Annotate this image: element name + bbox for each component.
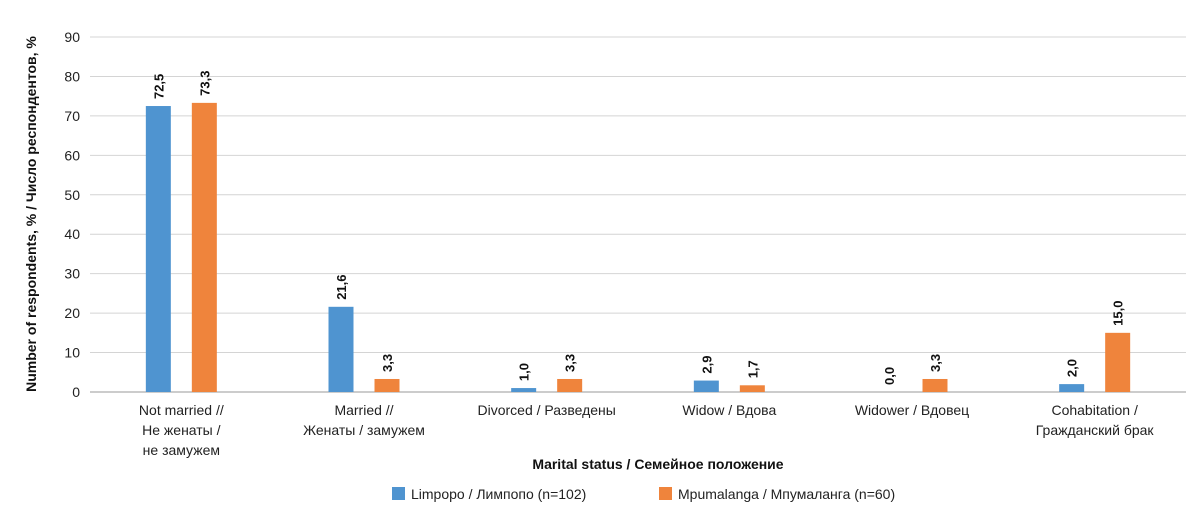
legend-swatch (659, 487, 672, 500)
y-axis-title: Number of respondents, % / Число респонд… (23, 36, 39, 392)
bar-mpumalanga (191, 102, 217, 392)
category-label: Married // (334, 402, 393, 418)
data-label: 0,0 (882, 367, 897, 385)
gridlines (90, 36, 1186, 393)
category-label: Not married // (139, 402, 224, 418)
category-label: Не женаты / (142, 422, 221, 438)
y-tick-label: 70 (64, 108, 80, 124)
y-tick-label: 0 (72, 384, 80, 400)
data-label: 1,7 (745, 360, 760, 378)
y-axis-ticks: 0 10 20 30 40 50 60 70 80 90 (64, 29, 80, 400)
y-tick-label: 90 (64, 29, 80, 45)
data-label: 72,5 (151, 74, 166, 99)
bar-mpumalanga (374, 378, 400, 392)
bars (145, 102, 1131, 393)
bar-limpopo (328, 306, 354, 392)
data-labels: 72,5 73,3 21,6 3,3 1,0 3,3 2,9 1,7 0,0 3,3 2,0 15,0 (151, 71, 1125, 385)
bar-limpopo (693, 380, 719, 392)
y-tick-label: 80 (64, 68, 80, 84)
y-tick-label: 30 (64, 266, 80, 282)
data-label: 3,3 (380, 354, 395, 372)
category-label: Гражданский брак (1036, 422, 1155, 438)
y-tick-label: 20 (64, 305, 80, 321)
bar-limpopo (511, 388, 537, 392)
data-label: 2,0 (1065, 359, 1080, 377)
category-label: не замужем (143, 442, 220, 458)
y-tick-label: 10 (64, 345, 80, 361)
y-tick-label: 60 (64, 147, 80, 163)
legend-label: Mpumalanga / Мпумаланга (n=60) (678, 486, 895, 502)
bar-mpumalanga (922, 378, 948, 392)
y-tick-label: 50 (64, 187, 80, 203)
bar-mpumalanga (739, 385, 765, 392)
category-label: Widow / Вдова (682, 402, 776, 418)
legend-label: Limpopo / Лимпопо (n=102) (411, 486, 586, 502)
data-label: 2,9 (699, 355, 714, 373)
legend: Limpopo / Лимпопо (n=102) Mpumalanga / Мп… (392, 486, 895, 502)
y-tick-label: 40 (64, 226, 80, 242)
data-label: 1,0 (517, 363, 532, 381)
data-label: 21,6 (334, 274, 349, 299)
data-label: 3,3 (928, 354, 943, 372)
category-label: Cohabitation / (1051, 402, 1138, 418)
legend-swatch (392, 487, 405, 500)
x-axis-title: Marital status / Семейное положение (532, 456, 783, 472)
x-axis-categories: Not married // Не женаты / не замужем Marri… (139, 402, 1155, 458)
category-label: Widower / Вдовец (855, 402, 969, 418)
data-label: 3,3 (563, 354, 578, 372)
bar-mpumalanga (557, 378, 583, 392)
bar-limpopo (1059, 384, 1085, 392)
bar-mpumalanga (1105, 332, 1131, 392)
bar-limpopo (145, 106, 171, 393)
data-label: 73,3 (197, 71, 212, 96)
category-label: Divorced / Разведены (477, 402, 615, 418)
category-label: Женаты / замужем (303, 422, 425, 438)
data-label: 15,0 (1111, 301, 1126, 326)
